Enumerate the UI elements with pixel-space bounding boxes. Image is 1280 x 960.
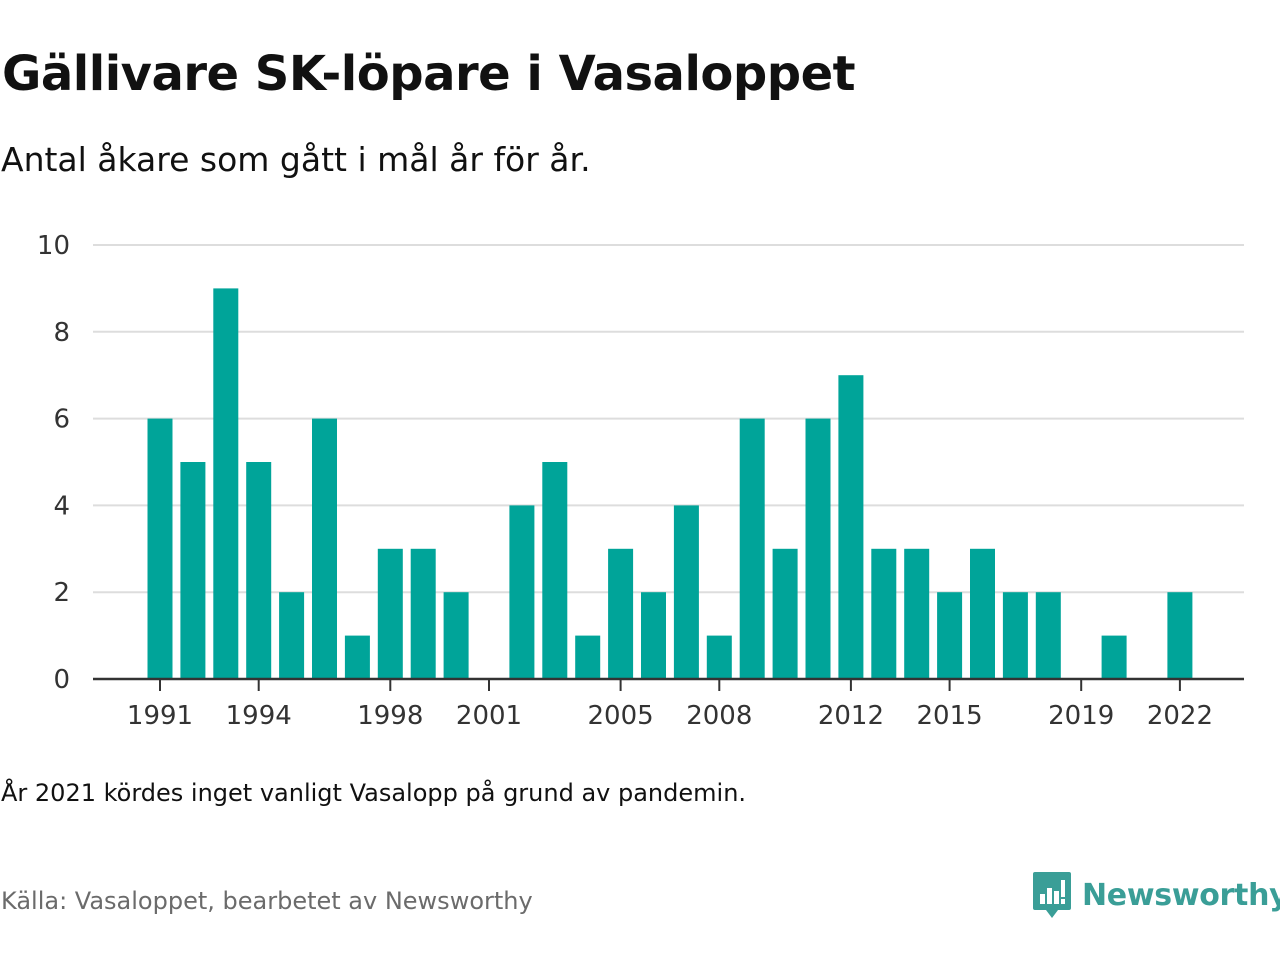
bar-2022 (1167, 592, 1193, 679)
bar-1994 (246, 462, 272, 679)
x-tick-label-2012: 2012 (818, 701, 884, 731)
bar-2012 (838, 375, 864, 679)
bar-2009 (739, 418, 765, 679)
x-tick-label-2001: 2001 (456, 701, 522, 731)
bar-2006 (641, 592, 666, 679)
bar-2000 (443, 592, 469, 679)
x-tick-label-2005: 2005 (588, 701, 654, 731)
bar-2014 (904, 548, 930, 679)
y-tick-label-2: 2 (53, 578, 70, 608)
x-tick-label-2015: 2015 (917, 701, 983, 731)
source-credit: Källa: Vasaloppet, bearbetet av Newswort… (1, 887, 533, 915)
bar-2003 (542, 462, 568, 679)
bar-chart: 0 2 4 6 8 10 1991 1994 1998 2001 2005 2008 2012 2015… (37, 231, 1244, 731)
y-tick-label-6: 6 (53, 405, 70, 435)
bar-2004 (575, 635, 601, 679)
bar-2018 (1035, 592, 1061, 679)
brand-name: Newsworthy (1082, 877, 1280, 913)
bar-2015 (937, 592, 963, 679)
bar-1993 (213, 288, 239, 679)
bar-2017 (1002, 592, 1028, 679)
bar-1992 (180, 462, 206, 679)
y-tick-label-4: 4 (53, 491, 70, 521)
bar-2007 (673, 505, 699, 679)
x-tick-label-1991: 1991 (127, 701, 193, 731)
footnote: År 2021 kördes inget vanligt Vasalopp på… (1, 779, 747, 807)
bar-1997 (344, 635, 370, 679)
bar-1998 (377, 548, 403, 679)
y-tick-label-8: 8 (53, 318, 70, 348)
y-axis-labels: 0 2 4 6 8 10 (37, 231, 70, 695)
bar-2013 (871, 548, 897, 679)
bar-2016 (970, 548, 995, 679)
bar-2002 (509, 505, 535, 679)
x-tick-label-1998: 1998 (357, 701, 423, 731)
bar-1996 (312, 418, 337, 679)
bar-2011 (805, 418, 831, 679)
bar-2008 (706, 635, 732, 679)
newsworthy-logo: Newsworthy (1032, 870, 1280, 920)
y-tick-label-0: 0 (53, 665, 70, 695)
x-tick-label-2022: 2022 (1147, 701, 1213, 731)
bar-1999 (410, 548, 436, 679)
x-tick-label-2019: 2019 (1048, 701, 1114, 731)
bar-2005 (608, 548, 634, 679)
bar-1995 (279, 592, 305, 679)
x-tick-label-1994: 1994 (226, 701, 292, 731)
y-tick-label-10: 10 (37, 231, 70, 261)
bars (147, 288, 1193, 679)
x-axis (93, 677, 1244, 691)
x-axis-labels: 1991 1994 1998 2001 2005 2008 2012 2015 2019 2022 (127, 701, 1213, 731)
bar-2010 (772, 548, 798, 679)
chart-title: Gällivare SK-löpare i Vasaloppet (2, 46, 856, 102)
chart-subtitle: Antal åkare som gått i mål år för år. (1, 140, 591, 179)
bar-1991 (147, 418, 173, 679)
newsworthy-logo-icon (1033, 872, 1071, 918)
x-tick-label-2008: 2008 (686, 701, 752, 731)
bar-2020 (1101, 635, 1127, 679)
